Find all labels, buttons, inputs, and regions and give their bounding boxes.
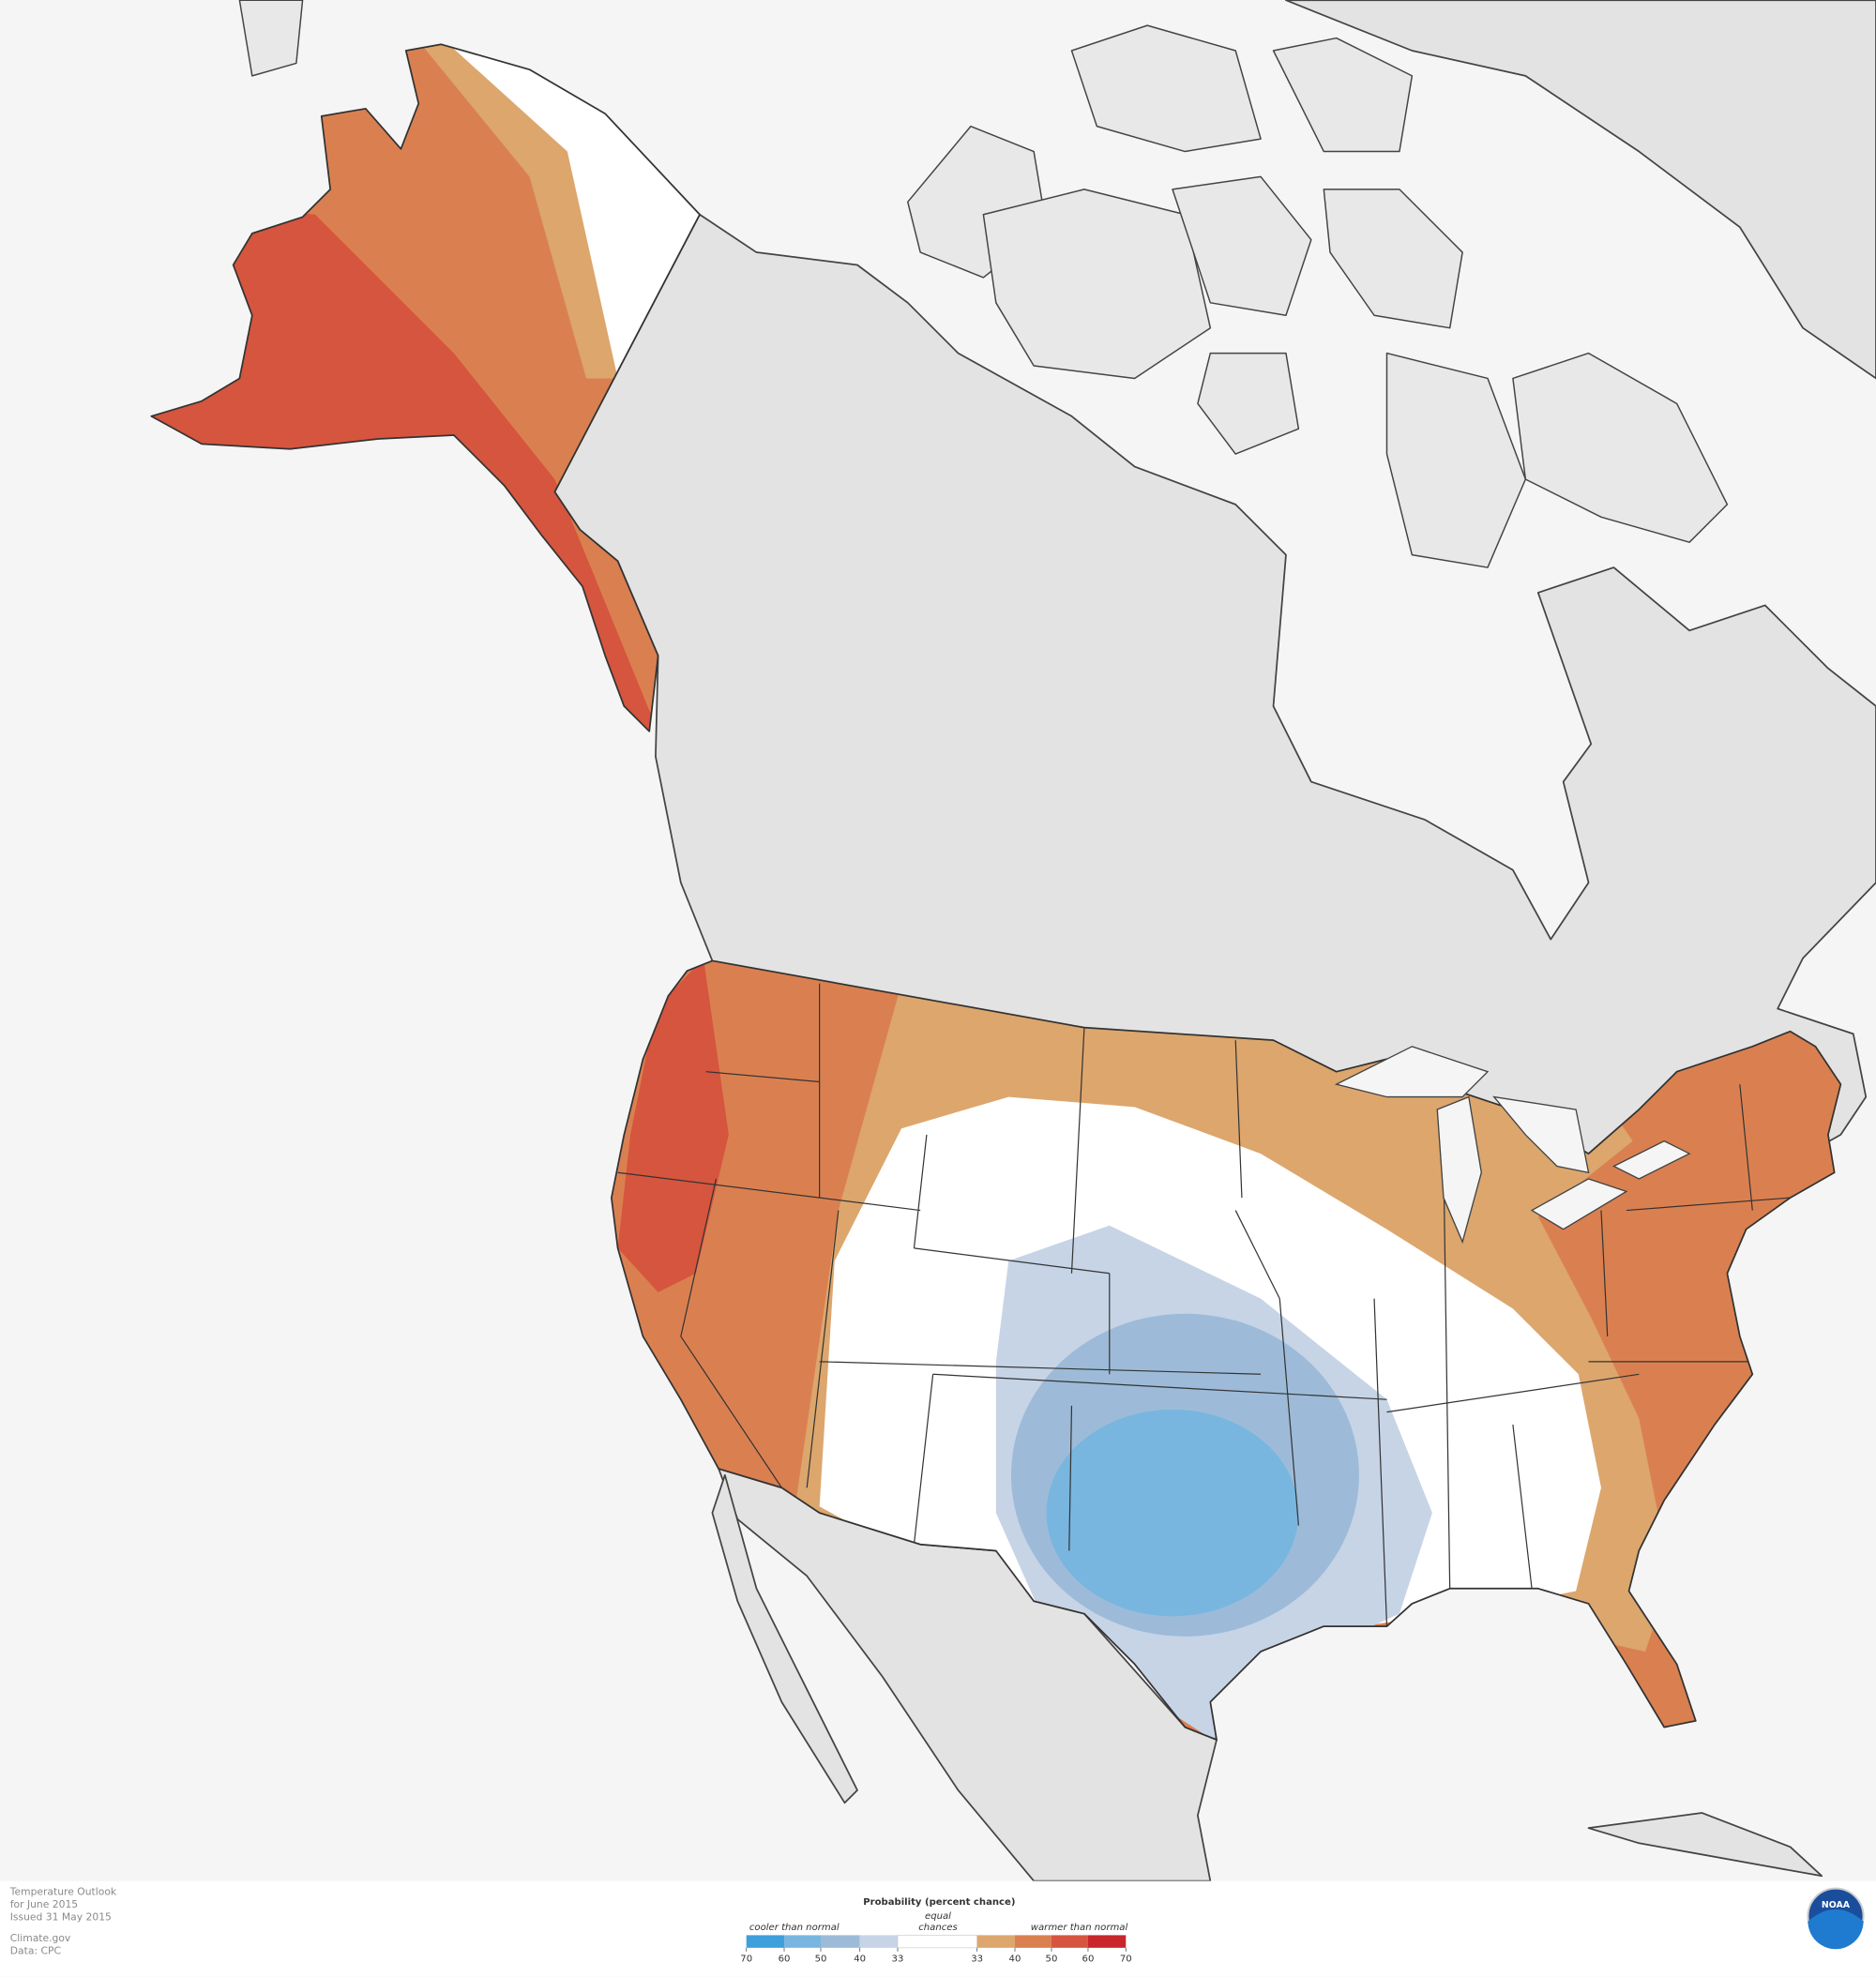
- baja: [711, 1473, 858, 1804]
- footer: [0, 1880, 1876, 1977]
- legend-tick-label: 33: [971, 1954, 983, 1965]
- logo-text: NOAA: [1822, 1900, 1851, 1910]
- legend-swatch: [746, 1935, 785, 1948]
- legend-cooler: cooler than normal: [749, 1923, 840, 1933]
- footer-text: Temperature Outlook for June 2015 Issued…: [9, 1885, 117, 1956]
- legend-swatch: [1014, 1935, 1051, 1948]
- great-lakes: [1334, 1046, 1691, 1245]
- footer-line: for June 2015: [10, 1898, 78, 1910]
- legend: 70 60 50 40 33 33 40 50 60 70: [740, 1935, 1132, 1965]
- legend-swatch: [1087, 1935, 1127, 1948]
- legend-swatch: [897, 1935, 978, 1949]
- legend-tick-label: 33: [892, 1954, 904, 1965]
- legend-equal: chances: [918, 1923, 958, 1933]
- credit: Data: CPC: [10, 1945, 61, 1957]
- noaa-logo: NOAA: [1807, 1887, 1865, 1950]
- legend-tick-label: 50: [815, 1954, 827, 1965]
- arctic-islands: [238, 0, 1729, 568]
- legend-warmer: warmer than normal: [1031, 1923, 1128, 1933]
- legend-swatch: [1051, 1935, 1088, 1948]
- greenland: [1285, 0, 1876, 380]
- legend-tick-label: 70: [740, 1954, 752, 1965]
- legend-tick-label: 60: [1082, 1954, 1095, 1965]
- legend-title: Probability (percent chance): [863, 1897, 1015, 1908]
- cuba: [1587, 1812, 1823, 1878]
- legend-tick-label: 70: [1120, 1954, 1132, 1965]
- credit: Climate.gov: [10, 1932, 71, 1944]
- legend-equal: equal: [925, 1911, 951, 1922]
- legend-swatch: [784, 1935, 821, 1948]
- legend-swatch: [821, 1935, 860, 1948]
- legend-tick-label: 60: [779, 1954, 791, 1965]
- legend-tick-label: 40: [854, 1954, 866, 1965]
- footer-line: Issued 31 May 2015: [10, 1910, 112, 1923]
- legend-swatch: [976, 1935, 1015, 1948]
- legend-tick-label: 40: [1009, 1954, 1021, 1965]
- legend-tick-label: 50: [1046, 1954, 1058, 1965]
- outlook-region: [617, 960, 729, 1292]
- footer-line: Temperature Outlook: [9, 1885, 117, 1897]
- canada: [553, 213, 1876, 1249]
- outlook-region: [1046, 1409, 1299, 1617]
- legend-swatch: [859, 1935, 898, 1948]
